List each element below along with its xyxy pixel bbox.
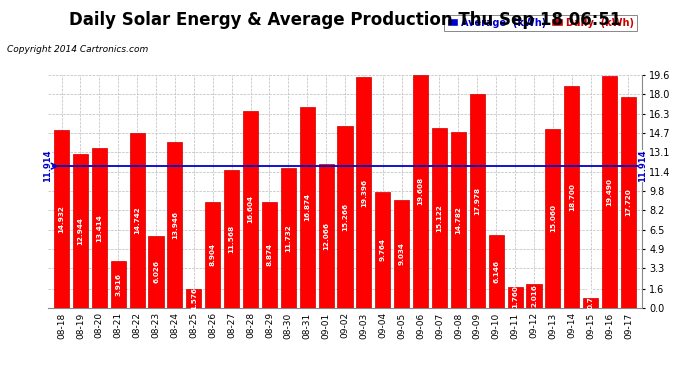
Bar	[413, 75, 428, 307]
Bar	[432, 128, 447, 308]
Bar	[73, 154, 88, 308]
Text: 15.266: 15.266	[342, 203, 348, 231]
Text: 17.978: 17.978	[474, 187, 480, 215]
Text: 12.066: 12.066	[323, 222, 329, 250]
Bar	[394, 200, 409, 308]
Text: 12.944: 12.944	[77, 217, 83, 244]
Bar	[508, 286, 522, 308]
Bar	[224, 170, 239, 308]
Bar	[186, 289, 201, 308]
Text: Copyright 2014 Cartronics.com: Copyright 2014 Cartronics.com	[7, 45, 148, 54]
Text: 19.396: 19.396	[361, 178, 367, 207]
Text: 16.874: 16.874	[304, 194, 310, 221]
Text: 14.742: 14.742	[134, 206, 140, 234]
Text: 14.782: 14.782	[455, 206, 462, 234]
Text: 11.568: 11.568	[228, 225, 235, 253]
Text: 15.122: 15.122	[437, 204, 442, 232]
Text: 11.914: 11.914	[638, 150, 647, 182]
Text: 11.914: 11.914	[43, 150, 52, 182]
Bar	[356, 77, 371, 308]
Text: 0.794: 0.794	[588, 286, 593, 309]
Bar	[92, 148, 107, 308]
Text: 11.732: 11.732	[285, 224, 291, 252]
Text: 9.764: 9.764	[380, 238, 386, 261]
Bar	[148, 236, 164, 308]
Bar	[205, 202, 220, 308]
Text: 2.016: 2.016	[531, 284, 537, 307]
Text: 6.026: 6.026	[153, 260, 159, 283]
Bar	[545, 129, 560, 308]
Bar	[262, 202, 277, 308]
Bar	[470, 94, 485, 308]
Bar	[451, 132, 466, 308]
Text: 3.916: 3.916	[115, 273, 121, 296]
Text: 8.874: 8.874	[266, 243, 273, 266]
Bar	[375, 192, 391, 308]
Bar	[583, 298, 598, 307]
Text: 6.146: 6.146	[493, 260, 499, 282]
Bar	[526, 284, 542, 308]
Bar	[168, 142, 182, 308]
Text: 18.700: 18.700	[569, 183, 575, 210]
Text: 13.946: 13.946	[172, 211, 178, 239]
Text: 17.720: 17.720	[625, 189, 631, 216]
Bar	[243, 111, 258, 308]
Text: 8.904: 8.904	[210, 243, 216, 266]
Text: 19.490: 19.490	[607, 178, 613, 206]
Bar	[319, 164, 334, 308]
Text: 14.932: 14.932	[59, 205, 65, 233]
Bar	[281, 168, 296, 308]
Bar	[110, 261, 126, 308]
Text: 1.760: 1.760	[512, 286, 518, 309]
Text: 1.576: 1.576	[191, 286, 197, 310]
Bar	[602, 76, 617, 308]
Text: 16.604: 16.604	[248, 195, 253, 223]
Bar	[621, 97, 636, 308]
Bar	[337, 126, 353, 308]
Bar	[489, 235, 504, 308]
Bar	[54, 130, 69, 308]
Text: 13.414: 13.414	[97, 214, 102, 242]
Text: 9.034: 9.034	[399, 243, 405, 266]
Bar	[299, 107, 315, 308]
Text: Daily Solar Energy & Average Production Thu Sep 18 06:51: Daily Solar Energy & Average Production …	[69, 11, 621, 29]
Legend: Average  (kWh), Daily  (kWh): Average (kWh), Daily (kWh)	[444, 15, 637, 31]
Text: 15.060: 15.060	[550, 204, 556, 232]
Bar	[564, 86, 580, 308]
Text: 19.608: 19.608	[417, 177, 424, 205]
Bar	[130, 133, 145, 308]
